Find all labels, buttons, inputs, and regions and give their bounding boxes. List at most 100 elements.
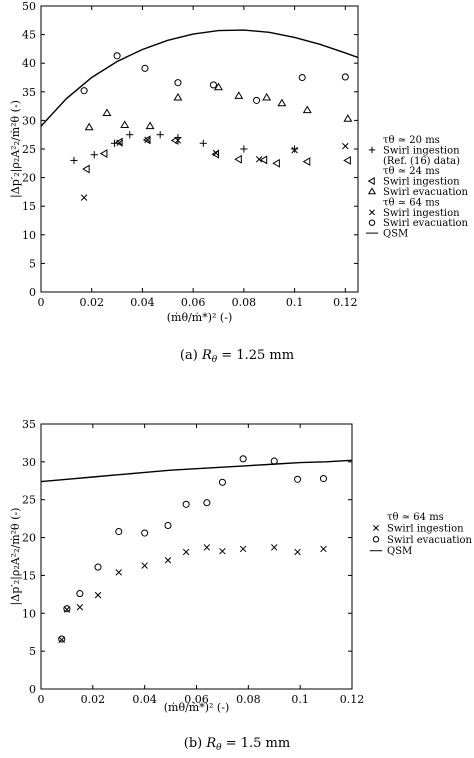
legend-label: (Ref. (16) data) bbox=[383, 156, 460, 167]
series-circle bbox=[80, 52, 349, 104]
legend-marker bbox=[367, 187, 377, 195]
legend-marker bbox=[369, 209, 375, 216]
data-point bbox=[70, 156, 78, 165]
data-point-t bbox=[262, 92, 272, 101]
series-qsm bbox=[41, 459, 352, 483]
data-point-t bbox=[120, 120, 130, 128]
plot-frame bbox=[40, 5, 359, 293]
data-point-b bbox=[80, 194, 88, 201]
data-point bbox=[341, 73, 349, 81]
x-tick-label: 0.06 bbox=[184, 693, 209, 706]
data-point bbox=[144, 136, 151, 144]
data-point bbox=[203, 499, 211, 507]
x-tick-label: 0.02 bbox=[81, 693, 106, 706]
legend-label: Swirl evacuation bbox=[383, 187, 469, 198]
data-point bbox=[84, 122, 94, 131]
data-point bbox=[174, 137, 182, 144]
legend-label: Swirl ingestion bbox=[383, 145, 460, 156]
data-point-t bbox=[302, 157, 311, 167]
x-tick-label: 0.12 bbox=[333, 296, 358, 309]
caption-subscript: θ bbox=[216, 743, 222, 753]
legend-marker bbox=[367, 177, 375, 186]
y-axis-label: |Δp′₂|ρ₂A²₂/ṁ²θ (-) bbox=[9, 100, 23, 198]
data-point-b bbox=[174, 137, 182, 144]
y-tick-label: 35 bbox=[22, 86, 36, 99]
legend-marker-b bbox=[373, 524, 379, 531]
data-point bbox=[302, 105, 312, 114]
data-point-t bbox=[145, 121, 155, 130]
data-point bbox=[80, 194, 88, 201]
data-point bbox=[219, 547, 226, 555]
data-point-b bbox=[271, 544, 278, 551]
data-point bbox=[218, 478, 226, 486]
data-point-c bbox=[298, 73, 306, 82]
legend-label: QSM bbox=[387, 546, 412, 557]
legend-marker bbox=[368, 146, 376, 154]
legend-label: Swirl evacuation bbox=[387, 535, 473, 546]
y-tick-label: 0 bbox=[29, 683, 36, 696]
plot-area bbox=[41, 29, 358, 201]
data-point bbox=[173, 92, 183, 101]
series-x bbox=[58, 544, 327, 644]
data-point bbox=[234, 154, 242, 164]
data-point bbox=[298, 73, 306, 82]
data-point bbox=[141, 562, 148, 569]
data-point-t bbox=[302, 105, 312, 114]
y-tick-label: 30 bbox=[22, 456, 36, 469]
y-tick-label: 40 bbox=[22, 57, 36, 70]
data-point bbox=[342, 142, 349, 150]
data-point-c bbox=[141, 64, 149, 72]
data-point bbox=[80, 87, 88, 95]
data-point bbox=[343, 155, 351, 165]
legend-header: τθ ≃ 20 ms bbox=[383, 135, 440, 146]
chart-panel-b: 0 0.02 0.04 0.06 0.08 0.1 0.12 0 5 10 15 20 25 30 35 (ṁ… bbox=[9, 418, 473, 753]
data-point-b bbox=[219, 547, 226, 555]
data-point bbox=[90, 151, 98, 159]
data-point bbox=[291, 145, 299, 153]
data-point-t bbox=[84, 122, 94, 131]
data-point-c bbox=[58, 635, 66, 643]
data-point-c bbox=[341, 73, 349, 81]
caption-symbol: R bbox=[205, 736, 216, 751]
y-tick-label: 30 bbox=[22, 114, 36, 127]
series-x bbox=[80, 136, 349, 201]
legend-marker bbox=[368, 219, 376, 226]
data-point-c bbox=[141, 529, 149, 537]
data-point bbox=[126, 131, 134, 139]
data-point bbox=[277, 98, 287, 107]
data-point-c bbox=[294, 475, 302, 483]
qsm-line bbox=[41, 29, 358, 127]
plot-frame bbox=[40, 423, 353, 690]
data-point bbox=[76, 603, 84, 611]
data-point-b bbox=[116, 139, 123, 146]
legend-marker-c bbox=[368, 219, 376, 226]
data-point bbox=[82, 164, 90, 174]
legend-label: Swirl ingestion bbox=[383, 177, 460, 188]
data-point-t bbox=[82, 164, 90, 174]
panel-caption: (b) Rθ = 1.5 mm bbox=[184, 736, 290, 753]
data-point-c bbox=[113, 52, 121, 60]
x-tick-label: 0.1 bbox=[286, 296, 304, 309]
legend-marker-b bbox=[369, 209, 375, 216]
data-point-b bbox=[115, 569, 122, 576]
data-point bbox=[240, 145, 248, 153]
data-point bbox=[164, 521, 172, 530]
data-point-c bbox=[63, 605, 71, 613]
data-point-b bbox=[291, 146, 298, 154]
caption-value: = 1.25 mm bbox=[217, 348, 294, 363]
data-point-b bbox=[255, 156, 263, 163]
data-point bbox=[110, 139, 119, 147]
y-tick-label: 10 bbox=[22, 229, 36, 242]
caption-value: = 1.5 mm bbox=[222, 736, 291, 751]
legend-header: τθ ≃ 64 ms bbox=[387, 512, 444, 523]
x-tick-label: 0.08 bbox=[236, 693, 261, 706]
x-tick-label: 0.06 bbox=[181, 296, 206, 309]
data-point-t bbox=[259, 155, 268, 165]
y-tick-label: 35 bbox=[22, 418, 36, 431]
data-point-t bbox=[343, 114, 353, 122]
data-point-b bbox=[294, 548, 301, 556]
data-point-b bbox=[212, 149, 220, 157]
data-point-t bbox=[234, 91, 244, 99]
data-point bbox=[115, 569, 122, 576]
data-point-t bbox=[99, 149, 108, 159]
